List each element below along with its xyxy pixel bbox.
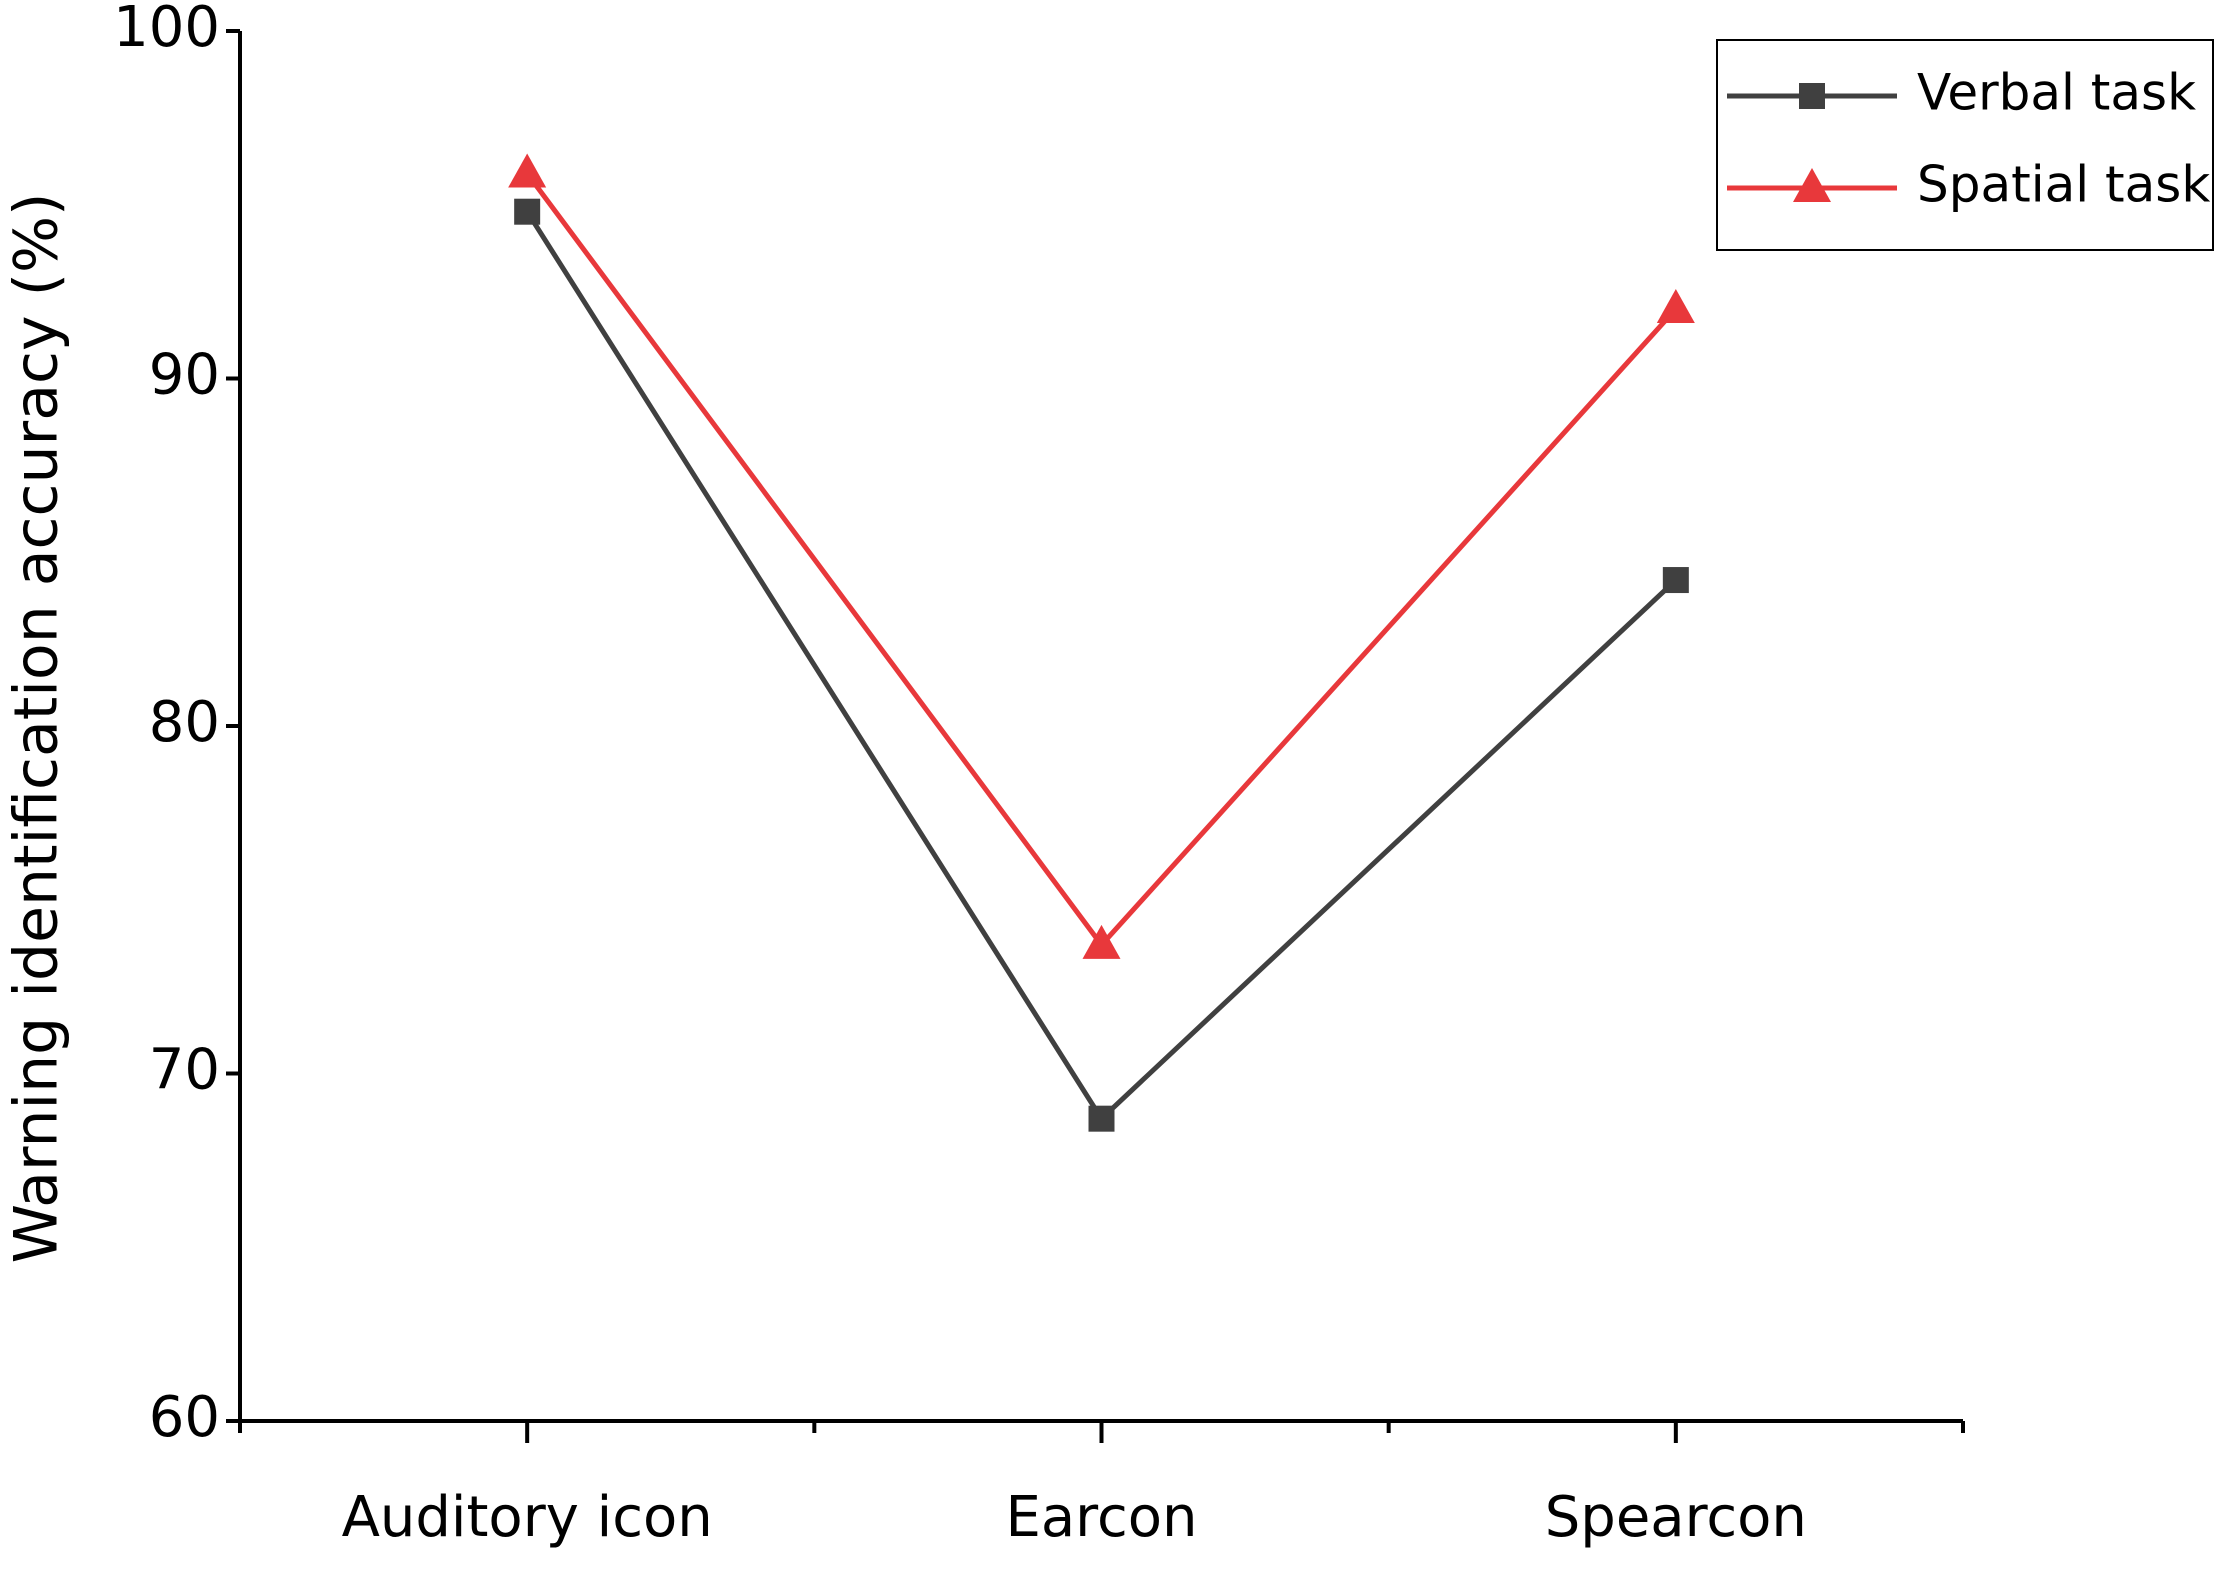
legend-label: Verbal task <box>1917 64 2196 122</box>
y-tick-label: 60 <box>149 1385 220 1450</box>
legend-marker <box>1793 168 1831 202</box>
marker <box>508 153 547 188</box>
y-tick-label: 80 <box>149 690 220 755</box>
legend-label: Spatial task <box>1917 156 2210 214</box>
legend-box <box>1716 39 2214 251</box>
marker <box>514 198 541 225</box>
marker <box>1656 289 1695 323</box>
marker <box>1088 1105 1115 1132</box>
series-line <box>525 210 1678 1123</box>
legend-marker <box>1799 83 1825 109</box>
y-tick-label: 70 <box>149 1038 220 1103</box>
y-tick-label: 100 <box>113 0 220 60</box>
x-tick-label: Earcon <box>1005 1485 1197 1550</box>
x-tick-label: Auditory icon <box>342 1485 713 1550</box>
marker <box>1662 567 1689 594</box>
x-tick-label: Spearcon <box>1545 1485 1807 1550</box>
y-tick-label: 90 <box>149 343 220 408</box>
marker <box>1082 924 1121 959</box>
y-axis-label: Warning identification accuracy (%) <box>2 193 72 1264</box>
series-line <box>525 171 1678 949</box>
